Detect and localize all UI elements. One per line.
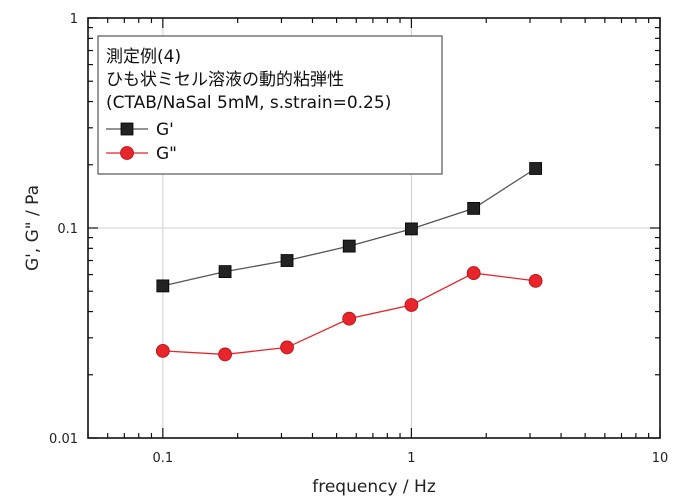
data-point [466,266,481,280]
data-point [529,162,543,175]
legend-label: G" [156,144,177,164]
legend-label: G' [156,120,174,140]
data-point [342,239,356,253]
y-axis-title: G', G" / Pa [23,185,43,271]
chart-title-line-2: ひも状ミセル溶液の動的粘弾性 [106,70,344,90]
legend: 測定例(4) ひも状ミセル溶液の動的粘弾性 (CTAB/NaSal 5mM, s… [97,35,443,175]
data-point [404,298,419,312]
chart-title-line-1: 測定例(4) [106,47,181,67]
data-point [280,340,294,355]
chart-title-line-3: (CTAB/NaSal 5mM, s.strain=0.25) [106,93,391,113]
ticks [87,17,661,439]
data-point [342,311,357,326]
legend-entries: G' G" [106,120,177,164]
data-point [280,254,294,267]
x-tick-label: 10 [652,451,669,466]
series-1 [156,162,543,293]
x-tick-label: 0.1 [152,451,173,466]
legend-box [97,35,443,175]
legend-marker [120,122,134,136]
y-tick-label: 0.01 [49,432,78,447]
x-axis-title: frequency / Hz [312,477,436,497]
legend-marker [120,146,134,160]
data-point [155,343,170,358]
y-tick-label: 1 [70,12,78,27]
tick-labels: 0.1 1 10 0.01 0.1 1 [49,12,668,466]
series-2 [155,266,543,362]
data-point [405,222,418,236]
data-point [218,347,232,362]
y-tick-label: 0.1 [57,222,78,237]
series-layer [155,162,543,362]
x-tick-label: 1 [407,451,415,466]
data-point [218,265,232,278]
data-point [156,279,170,293]
data-point [467,201,481,215]
data-point [528,273,543,288]
